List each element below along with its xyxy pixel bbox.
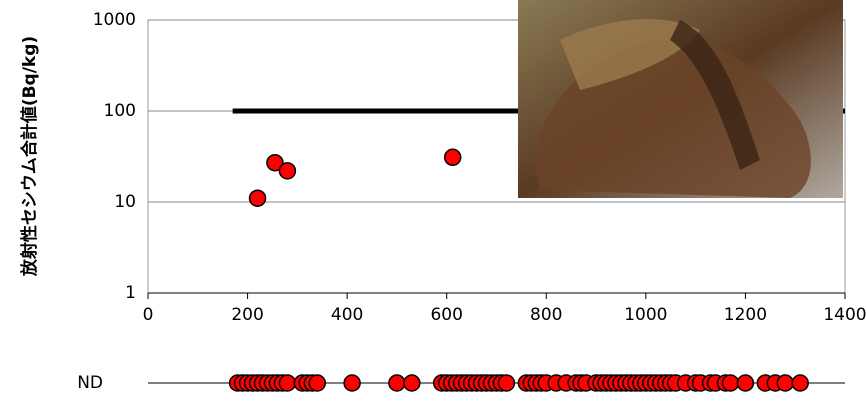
nd-point — [278, 374, 297, 392]
y-tick-label: 100 — [104, 101, 136, 121]
y-axis-label: 放射性セシウム合計値(Bq/kg) — [19, 36, 40, 277]
x-tick-label: 1400 — [823, 305, 866, 325]
x-tick-label: 800 — [530, 305, 562, 325]
x-tick-label: 200 — [231, 305, 263, 325]
nd-point — [776, 374, 795, 392]
nd-point — [497, 374, 516, 392]
nd-point — [736, 374, 755, 392]
nd-point — [343, 374, 361, 392]
nd-point — [403, 374, 421, 392]
x-tick-label: 600 — [430, 305, 462, 325]
nd-point — [308, 374, 327, 392]
x-tick-label: 0 — [143, 305, 154, 325]
nd-point — [791, 374, 809, 392]
x-tick-label: 1000 — [624, 305, 667, 325]
y-tick-label: 1 — [125, 283, 136, 303]
point — [248, 189, 267, 207]
photo — [518, 0, 843, 198]
y-tick-label: 1000 — [93, 10, 136, 30]
point — [266, 153, 284, 172]
x-tick-label: 400 — [331, 305, 363, 325]
point — [443, 148, 462, 167]
x-tick-label: 1200 — [724, 305, 767, 325]
nd-point — [388, 374, 406, 392]
nd-point — [721, 374, 740, 392]
y-tick-label: 10 — [114, 192, 136, 212]
point — [278, 162, 297, 180]
nd-label: ND — [77, 373, 103, 393]
